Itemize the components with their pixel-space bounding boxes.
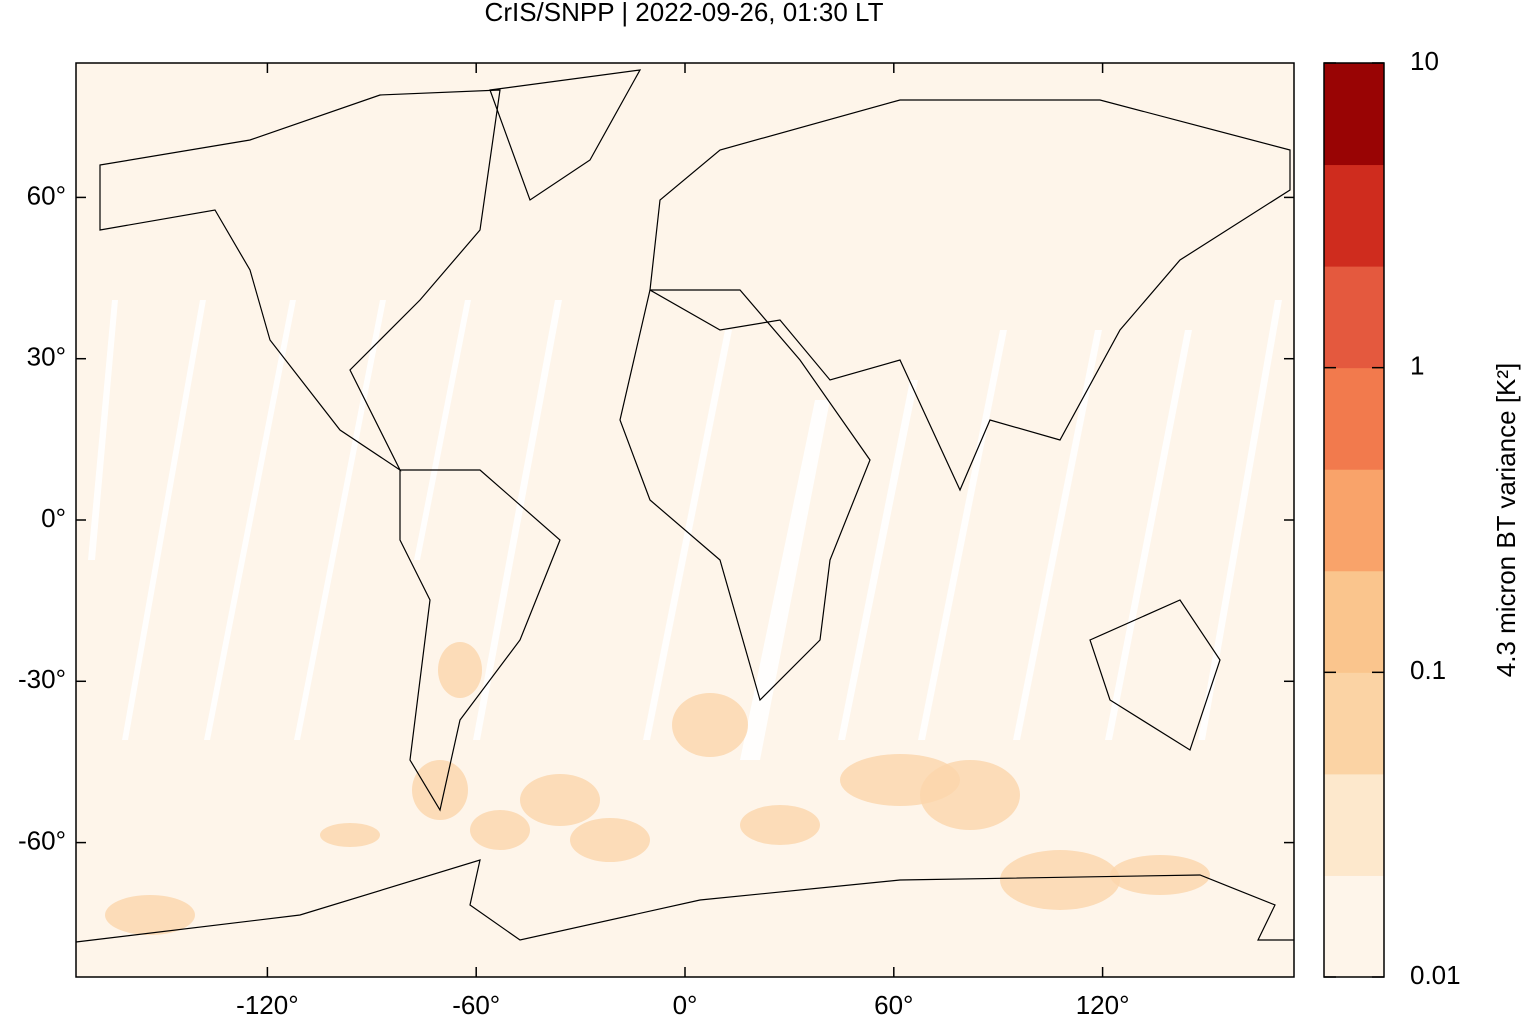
- colorbar-tick-label: 1: [1410, 351, 1424, 381]
- y-tick-label: 30°: [27, 342, 66, 372]
- swath-gap: [473, 300, 562, 740]
- swath-gap: [838, 380, 918, 740]
- colorbar-band: [1324, 570, 1384, 673]
- y-tick-label: 0°: [41, 503, 66, 533]
- coastline: [399, 469, 561, 812]
- coastline: [99, 89, 501, 472]
- patch: [105, 895, 195, 935]
- colorbar-tick-label: 10: [1410, 46, 1439, 76]
- patch: [672, 693, 748, 757]
- patch: [412, 760, 468, 820]
- x-tick-label: -60°: [452, 990, 500, 1020]
- colorbar-band: [1324, 875, 1384, 978]
- orbit-gaps: [88, 300, 1282, 760]
- colorbar-band: [1324, 672, 1384, 775]
- x-tick-label: 120°: [1076, 990, 1130, 1020]
- swath-gap: [740, 400, 830, 760]
- patch: [1000, 850, 1120, 910]
- y-tick-label: -30°: [18, 664, 66, 694]
- patch: [320, 823, 380, 847]
- patch: [470, 810, 530, 850]
- patch: [1110, 855, 1210, 895]
- colorbar-band: [1324, 63, 1384, 166]
- swath-gap: [88, 300, 118, 560]
- x-tick-label: -120°: [236, 990, 298, 1020]
- chart-title: CrIS/SNPP | 2022-09-26, 01:30 LT: [485, 0, 884, 27]
- swath-gap: [414, 300, 471, 560]
- x-tick-label: 60°: [874, 990, 913, 1020]
- coastline: [619, 289, 871, 702]
- map-background: [76, 63, 1294, 977]
- patch: [920, 760, 1020, 830]
- y-tick-label: -60°: [18, 825, 66, 855]
- patch: [570, 818, 650, 862]
- y-tick-label: 60°: [27, 180, 66, 210]
- swath-gap: [1013, 330, 1102, 740]
- swath-gap: [1105, 330, 1192, 740]
- colorbar-band: [1324, 367, 1384, 470]
- colorbar-label: 4.3 micron BT variance [K²]: [1491, 363, 1521, 678]
- coastline: [489, 69, 642, 201]
- coastline: [649, 99, 1291, 492]
- map: [75, 62, 1295, 978]
- patch: [520, 774, 600, 826]
- colorbar-band: [1324, 266, 1384, 369]
- colorbar-tick-label: 0.01: [1410, 960, 1461, 990]
- patch: [740, 805, 820, 845]
- colorbar-band: [1324, 773, 1384, 876]
- x-tick-label: 0°: [673, 990, 698, 1020]
- coastline: [1089, 599, 1221, 751]
- colorbar-band: [1324, 469, 1384, 572]
- swath-gap: [643, 330, 732, 740]
- swath-gap: [204, 300, 296, 740]
- colorbar-frame: [1323, 62, 1385, 978]
- swath-gap: [1198, 300, 1282, 740]
- swath-gap: [122, 300, 206, 740]
- patch: [438, 642, 482, 698]
- coastlines: [75, 69, 1294, 943]
- variance-patches: [105, 642, 1210, 935]
- colorbar-band: [1324, 164, 1384, 267]
- colorbar-tick-label: 0.1: [1410, 655, 1446, 685]
- coastline: [75, 859, 1294, 943]
- swath-gap: [294, 300, 386, 740]
